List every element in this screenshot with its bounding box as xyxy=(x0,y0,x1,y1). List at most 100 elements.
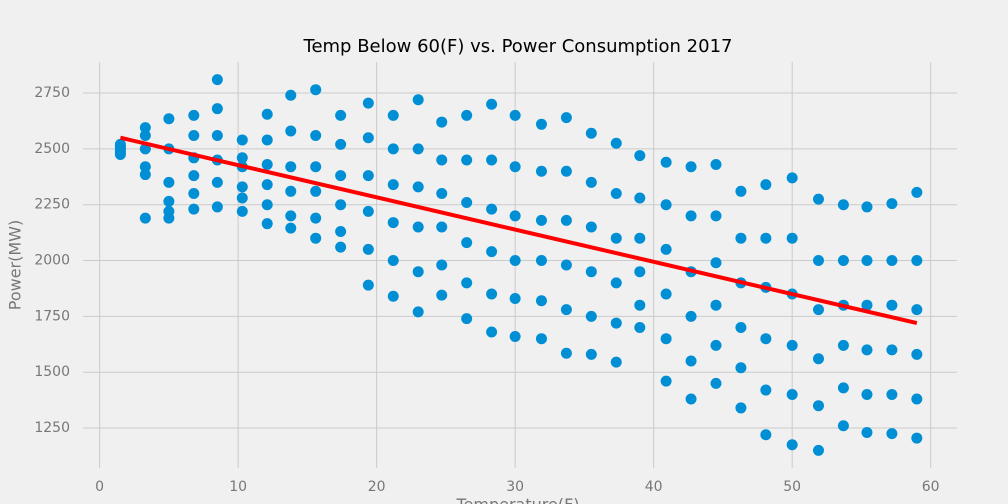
scatter-point xyxy=(436,259,448,271)
scatter-point xyxy=(710,377,722,389)
scatter-point xyxy=(837,339,849,351)
scatter-point xyxy=(163,205,175,217)
scatter-point xyxy=(412,266,424,278)
scatter-point xyxy=(310,129,322,141)
scatter-point xyxy=(634,232,646,244)
scatter-point xyxy=(188,203,200,215)
scatter-point xyxy=(911,304,923,316)
scatter-point xyxy=(461,237,473,249)
scatter-point xyxy=(660,156,672,168)
scatter-point xyxy=(911,186,923,198)
scatter-point xyxy=(585,127,597,139)
scatter-point xyxy=(760,384,772,396)
scatter-point xyxy=(886,299,898,311)
scatter-point xyxy=(362,170,374,182)
y-tick-label: 2750 xyxy=(34,85,70,101)
scatter-point xyxy=(660,243,672,255)
scatter-point xyxy=(660,375,672,387)
scatter-point xyxy=(188,129,200,141)
scatter-point xyxy=(685,393,697,405)
scatter-point xyxy=(886,428,898,440)
scatter-point xyxy=(285,89,297,101)
scatter-point xyxy=(911,255,923,267)
scatter-point xyxy=(660,199,672,211)
x-tick-label: 60 xyxy=(922,479,940,495)
y-tick-label: 2500 xyxy=(34,141,70,157)
scatter-point xyxy=(585,266,597,278)
scatter-point xyxy=(535,333,547,345)
scatter-point xyxy=(786,439,798,451)
scatter-point xyxy=(812,444,824,456)
scatter-point xyxy=(261,134,273,146)
scatter-point xyxy=(634,266,646,278)
scatter-point xyxy=(509,330,521,342)
scatter-point xyxy=(837,420,849,432)
scatter-point xyxy=(812,255,824,267)
scatter-point xyxy=(387,179,399,191)
x-tick-label: 10 xyxy=(229,479,247,495)
scatter-point xyxy=(261,108,273,120)
scatter-point xyxy=(610,317,622,329)
scatter-point xyxy=(710,257,722,269)
chart-title: Temp Below 60(F) vs. Power Consumption 2… xyxy=(303,36,733,57)
scatter-point xyxy=(585,348,597,360)
scatter-point xyxy=(837,199,849,211)
y-axis-label: Power(MW) xyxy=(6,220,25,310)
scatter-point xyxy=(412,306,424,318)
scatter-point xyxy=(786,232,798,244)
scatter-point xyxy=(261,199,273,211)
scatter-point xyxy=(211,103,223,115)
x-tick-label: 20 xyxy=(368,479,386,495)
scatter-point xyxy=(362,132,374,144)
scatter-point xyxy=(786,339,798,351)
y-tick-label: 2000 xyxy=(34,253,70,269)
scatter-point xyxy=(486,288,498,300)
scatter-point xyxy=(362,205,374,217)
scatter-point xyxy=(760,179,772,191)
scatter-point xyxy=(436,154,448,166)
scatter-point xyxy=(310,84,322,96)
scatter-point xyxy=(461,154,473,166)
scatter-point xyxy=(139,129,151,141)
scatter-point xyxy=(335,241,347,253)
scatter-point xyxy=(387,109,399,121)
scatter-point xyxy=(211,176,223,188)
scatter-point xyxy=(760,429,772,441)
scatter-point xyxy=(436,289,448,301)
scatter-point xyxy=(261,218,273,230)
scatter-point xyxy=(610,356,622,368)
y-tick-label: 1500 xyxy=(34,364,70,380)
scatter-point xyxy=(886,344,898,356)
scatter-point xyxy=(461,277,473,289)
scatter-point xyxy=(236,152,248,164)
scatter-point xyxy=(285,210,297,222)
scatter-point xyxy=(236,181,248,193)
scatter-point xyxy=(310,161,322,173)
scatter-point xyxy=(837,255,849,267)
scatter-point xyxy=(236,134,248,146)
scatter-point xyxy=(436,188,448,200)
y-tick-label: 1750 xyxy=(34,308,70,324)
scatter-point xyxy=(387,290,399,302)
scatter-point xyxy=(685,310,697,322)
scatter-point xyxy=(335,226,347,238)
scatter-point xyxy=(139,122,151,134)
scatter-point xyxy=(837,382,849,394)
scatter-point xyxy=(362,97,374,109)
scatter-point xyxy=(585,176,597,188)
scatter-point xyxy=(861,426,873,438)
scatter-point xyxy=(163,176,175,188)
y-tick-label: 2250 xyxy=(34,197,70,213)
scatter-point xyxy=(163,113,175,125)
scatter-point xyxy=(486,154,498,166)
scatter-point xyxy=(710,210,722,222)
scatter-point xyxy=(861,389,873,401)
scatter-point xyxy=(735,322,747,334)
scatter-point xyxy=(685,161,697,173)
scatter-point xyxy=(412,181,424,193)
scatter-point xyxy=(786,389,798,401)
regression-line xyxy=(119,135,918,326)
scatter-point xyxy=(911,432,923,444)
scatter-point xyxy=(610,232,622,244)
